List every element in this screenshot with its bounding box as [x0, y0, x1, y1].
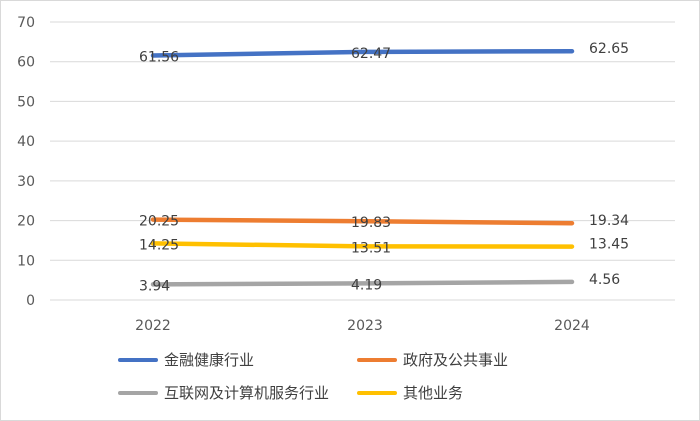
- y-tick-label: 20: [17, 214, 35, 230]
- x-tick-label: 2023: [347, 318, 383, 334]
- data-label: 4.19: [351, 277, 382, 293]
- data-label: 14.25: [139, 237, 179, 253]
- y-tick-label: 10: [17, 253, 35, 269]
- data-label: 62.47: [351, 46, 391, 62]
- data-label: 19.34: [589, 213, 629, 229]
- y-tick-label: 30: [17, 174, 35, 190]
- data-label: 20.25: [139, 214, 179, 230]
- data-label: 4.56: [589, 272, 620, 288]
- data-label: 13.51: [351, 240, 391, 256]
- x-tick-label: 2024: [554, 318, 590, 334]
- y-tick-label: 0: [26, 293, 35, 309]
- y-tick-label: 70: [17, 15, 35, 31]
- x-tick-label: 2022: [135, 318, 171, 334]
- y-tick-label: 60: [17, 55, 35, 71]
- data-label: 13.45: [589, 237, 629, 253]
- y-tick-label: 40: [17, 134, 35, 150]
- data-label: 19.83: [351, 215, 391, 231]
- data-label: 3.94: [139, 278, 170, 294]
- data-label: 62.65: [589, 41, 629, 57]
- y-tick-label: 50: [17, 94, 35, 110]
- data-label: 61.56: [139, 50, 179, 66]
